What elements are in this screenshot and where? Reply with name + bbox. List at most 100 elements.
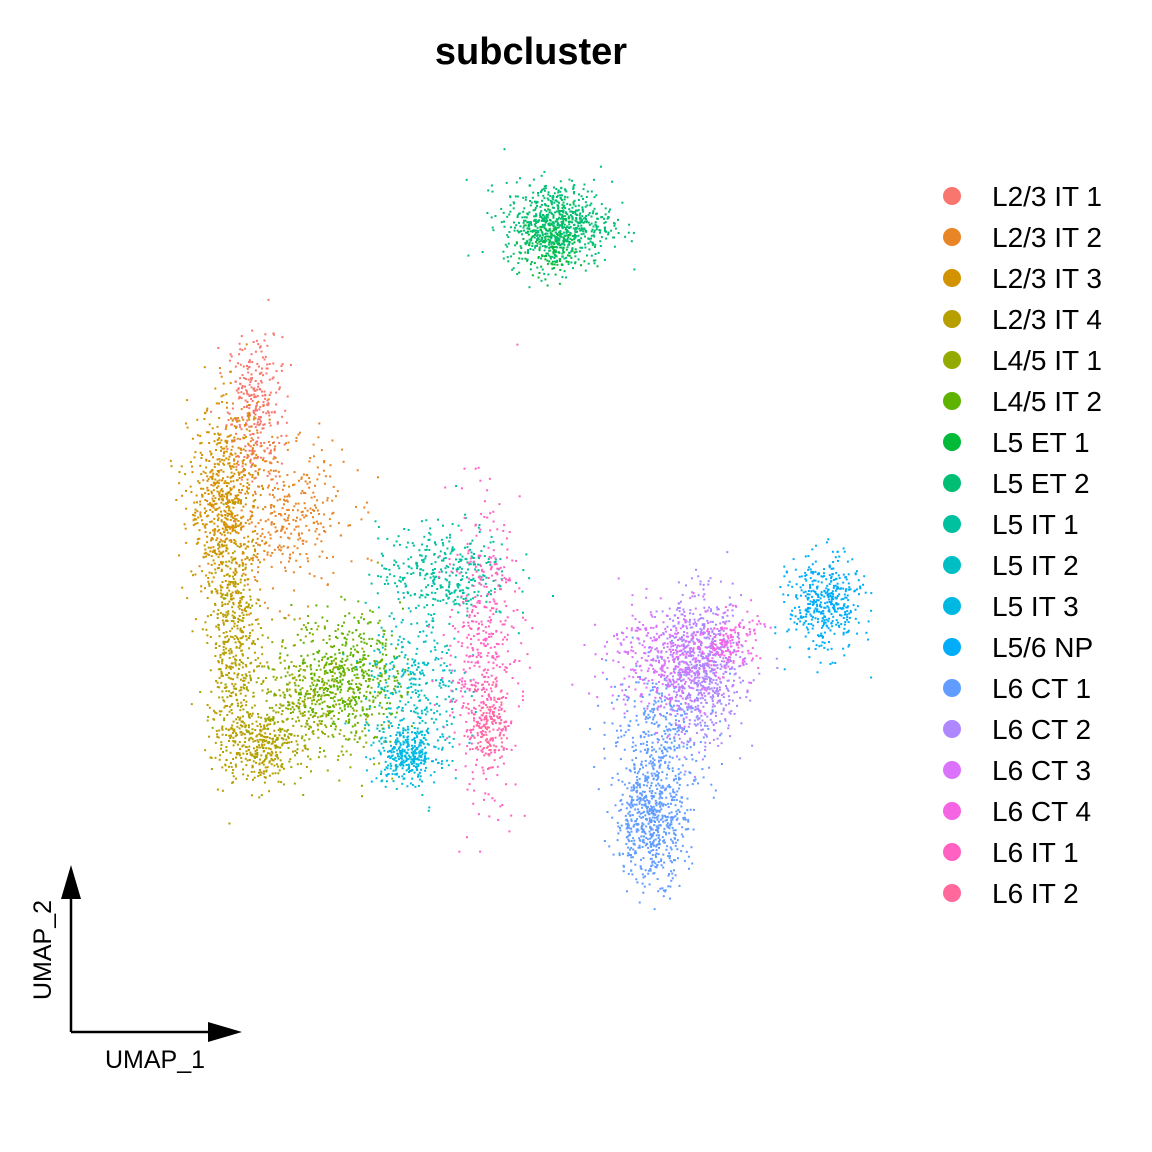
scatter-point [251,447,254,450]
scatter-point [445,536,448,539]
scatter-point [313,679,316,682]
scatter-point [311,731,314,734]
scatter-point [213,530,216,533]
scatter-point [223,450,226,453]
scatter-point [466,607,469,610]
scatter-point [561,225,564,228]
scatter-point [358,687,361,690]
scatter-point [524,219,527,222]
scatter-point [414,755,416,758]
scatter-point [212,489,215,492]
scatter-point [247,689,249,692]
scatter-point [220,586,223,589]
scatter-point [513,221,515,224]
scatter-point [562,218,565,221]
scatter-point [221,490,224,493]
scatter-point [562,249,565,252]
scatter-point [385,654,388,656]
scatter-point [225,746,228,748]
scatter-point [452,600,455,603]
scatter-point [434,648,437,651]
scatter-point [444,684,447,687]
scatter-point [238,727,241,730]
scatter-point [201,495,204,498]
scatter-point [268,421,271,424]
scatter-point [231,712,234,715]
scatter-point [590,254,593,257]
scatter-point [826,601,829,604]
scatter-point [568,223,571,226]
scatter-point [543,255,546,258]
scatter-point [545,252,548,255]
scatter-point [293,681,296,684]
scatter-point [364,670,367,673]
scatter-point [579,212,582,215]
scatter-point [587,237,590,240]
scatter-point [245,635,247,638]
scatter-point [448,574,451,577]
scatter-point [256,409,258,412]
scatter-point [611,180,614,183]
scatter-point [524,243,527,246]
scatter-point [227,462,230,465]
scatter-point [558,260,561,263]
scatter-point [225,506,228,509]
scatter-point [390,744,392,747]
scatter-point [292,702,295,705]
scatter-point [355,666,358,669]
scatter-point [230,467,233,470]
scatter-point [849,588,852,591]
scatter-point [452,567,455,570]
scatter-point [319,715,322,718]
scatter-point [316,723,319,726]
scatter-point [251,361,254,364]
scatter-point [253,409,256,412]
scatter-point [356,673,359,676]
scatter-point [396,731,399,734]
scatter-point [534,200,536,203]
scatter-point [535,221,538,223]
scatter-point [566,240,569,243]
scatter-point [233,687,236,690]
scatter-point [236,455,239,457]
scatter-point [232,501,234,504]
scatter-point [432,597,435,600]
scatter-point [264,732,267,735]
scatter-point [523,216,526,219]
scatter-point [222,641,225,644]
scatter-point [485,600,488,603]
scatter-point [235,479,238,482]
scatter-point [309,507,312,510]
scatter-point [349,753,352,756]
scatter-point [304,733,307,736]
scatter-point [409,594,412,597]
scatter-point [328,634,331,637]
scatter-point [280,765,283,768]
scatter-point [420,762,423,765]
scatter-point [215,473,218,476]
scatter-point [398,635,401,638]
scatter-point [283,503,285,506]
scatter-point [462,592,464,594]
scatter-point [185,541,188,544]
scatter-point [262,679,265,682]
scatter-point [284,566,286,569]
scatter-point [259,730,262,733]
scatter-point [336,688,339,691]
scatter-point [273,692,276,695]
scatter-point [832,567,835,570]
scatter-point [399,719,402,722]
scatter-point [345,638,348,641]
scatter-point [419,744,422,747]
scatter-point [234,568,237,571]
scatter-point [248,359,251,362]
scatter-point [220,672,223,675]
scatter-point [522,221,525,224]
scatter-point [509,204,512,207]
scatter-point [269,424,272,427]
scatter-point [257,622,260,625]
scatter-point [558,216,561,219]
scatter-point [240,649,243,652]
scatter-point [402,562,405,565]
scatter-point [549,235,552,238]
